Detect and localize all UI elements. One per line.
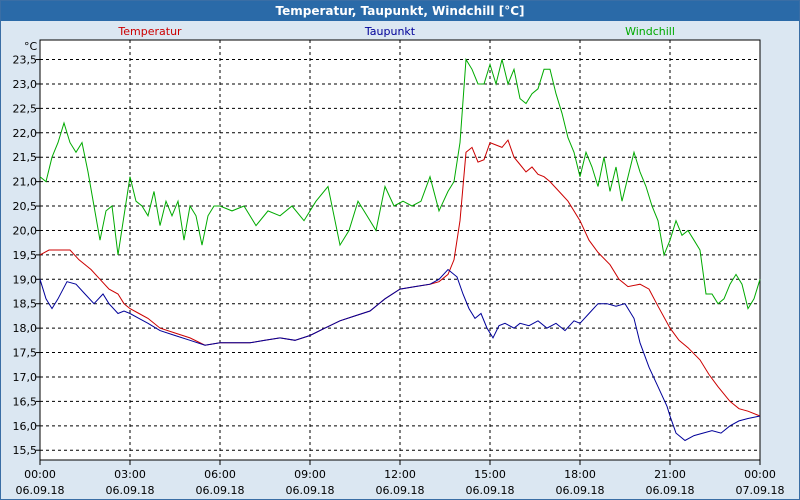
x-axis-ticks: 00:00 06.09.18 03:00 06.09.18 06:00 06.09.18 0… [16,460,785,497]
y-tick-label: 22,5 [13,102,38,115]
y-tick-label: 21,5 [13,151,38,164]
x-tick-date-label: 07.09.18 [736,484,785,497]
y-tick-label: 16,0 [13,420,38,433]
x-tick-date-label: 06.09.18 [646,484,695,497]
grid [40,40,760,460]
x-tick-time-label: 12:00 [384,468,416,481]
x-tick-time-label: 15:00 [474,468,506,481]
y-tick-label: 20,0 [13,224,38,237]
x-tick-time-label: 18:00 [564,468,596,481]
series-line-taupunkt [39,268,761,442]
chart-title: Temperatur, Taupunkt, Windchill [°C] [1,1,799,21]
legend: Temperatur Taupunkt Windchill [117,25,675,38]
y-tick-label: 20,5 [13,200,38,213]
x-tick-date-label: 06.09.18 [556,484,605,497]
x-tick-date-label: 06.09.18 [376,484,425,497]
x-tick-date-label: 06.09.18 [286,484,335,497]
y-tick-label: 21,0 [13,176,38,189]
y-tick-label: 23,0 [13,78,38,91]
y-tick-label: 23,5 [13,54,38,67]
legend-label-temperatur: Temperatur [117,25,182,38]
x-tick-time-label: 03:00 [114,468,146,481]
y-tick-label: 22,0 [13,127,38,140]
legend-label-windchill: Windchill [625,25,675,38]
x-tick-time-label: 00:00 [24,468,56,481]
x-tick-date-label: 06.09.18 [16,484,65,497]
y-tick-label: 15,5 [13,444,38,457]
y-axis-ticks: 15,5 16,0 16,5 17,0 17,5 18,0 18,5 19,0 19,5 20,0… [13,54,40,457]
x-tick-time-label: 09:00 [294,468,326,481]
series-lines [39,57,761,442]
y-tick-label: 18,0 [13,322,38,335]
x-tick-date-label: 06.09.18 [466,484,515,497]
y-tick-label: 17,5 [13,347,38,360]
series-line-temperatur [39,139,761,417]
y-tick-label: 16,5 [13,395,38,408]
x-tick-date-label: 06.09.18 [106,484,155,497]
y-tick-label: 19,5 [13,249,38,262]
y-tick-label: 18,5 [13,298,38,311]
x-tick-time-label: 00:00 [744,468,776,481]
legend-label-taupunkt: Taupunkt [364,25,416,38]
y-tick-label: 17,0 [13,371,38,384]
x-tick-time-label: 06:00 [204,468,236,481]
y-tick-label: 19,0 [13,273,38,286]
x-tick-date-label: 06.09.18 [196,484,245,497]
series-line-windchill [39,57,761,310]
y-axis-unit-label: °C [24,40,38,53]
x-tick-time-label: 21:00 [654,468,686,481]
